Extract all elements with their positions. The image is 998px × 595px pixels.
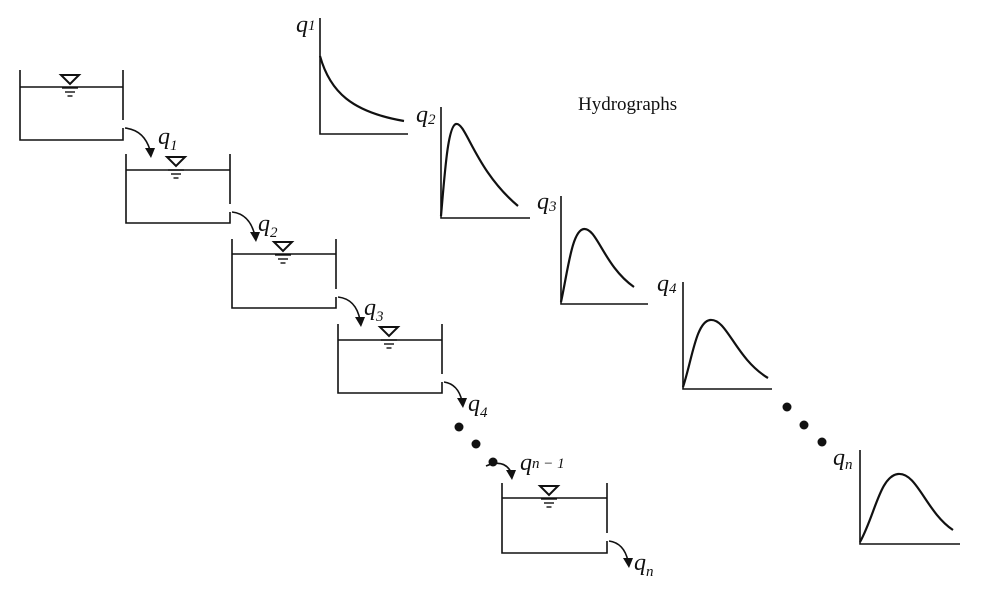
water-level-icon [60, 74, 80, 97]
hydrograph-label-qn: qn [833, 445, 853, 473]
continuation-dots-hydrographs [782, 402, 827, 447]
hydrograph-2 [439, 107, 530, 219]
water-level-icon [166, 156, 186, 179]
hydrograph-axes [319, 18, 408, 135]
flow-label-q3: q3 [364, 295, 384, 325]
reservoir-1 [19, 70, 124, 141]
water-level-icon [539, 485, 559, 508]
outflow-arrow-n [608, 540, 633, 568]
outflow-arrow-1 [124, 127, 155, 158]
hydrograph-4 [681, 282, 772, 390]
hydrograph-n [859, 450, 960, 545]
water-level-icon [379, 326, 399, 349]
outflow-arrow-2 [231, 211, 260, 242]
flow-label-q2: q2 [258, 211, 278, 241]
hydrograph-label-q2: q2 [416, 102, 436, 128]
water-level-icon [273, 241, 293, 264]
reservoir-2 [125, 154, 231, 224]
hydrograph-label-q1: q1 [296, 12, 316, 38]
inflow-arrow-n [485, 462, 516, 480]
continuation-dots-reservoirs [454, 422, 498, 467]
hydrograph-label-q4: q4 [657, 271, 677, 297]
hydrograph-curve [559, 227, 635, 303]
hydrograph-curve [681, 318, 769, 388]
hydrograph-1 [318, 18, 408, 135]
reservoir-3 [231, 239, 337, 309]
outflow-arrow-3 [337, 296, 365, 327]
hydrograph-axes [560, 196, 648, 305]
hydrograph-curve [318, 55, 405, 123]
hydrograph-axes [859, 450, 960, 545]
hydrograph-curve [439, 122, 519, 217]
hydrograph-axes [440, 107, 530, 219]
hydrograph-curve [859, 472, 954, 543]
hydrograph-3 [559, 196, 648, 305]
reservoir-n [501, 483, 608, 554]
flow-label-qn-1: qn − 1 [520, 450, 565, 476]
outflow-arrow-4 [443, 381, 467, 408]
flow-label-qn: qn [634, 550, 654, 580]
flow-label-q1: q1 [158, 124, 178, 154]
diagram-title: Hydrographs [578, 94, 677, 115]
hydrograph-axes [682, 282, 772, 390]
hydrograph-label-q3: q3 [537, 189, 557, 215]
flow-label-q4: q4 [468, 391, 488, 421]
reservoir-4 [337, 324, 443, 394]
